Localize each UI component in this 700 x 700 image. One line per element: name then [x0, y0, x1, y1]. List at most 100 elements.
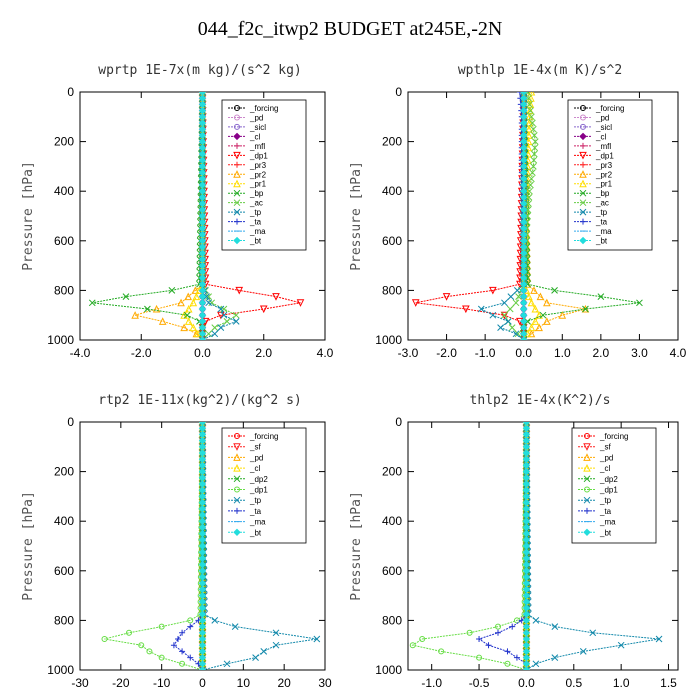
data-point — [530, 286, 538, 294]
chart-panel-3: rtp2 1E-11x(kg^2)/(kg^2 s) -30 -20 -10 0 10 20… — [21, 393, 332, 690]
y-tick-label: 200 — [54, 465, 74, 479]
data-point — [532, 660, 540, 668]
series-group — [101, 422, 321, 670]
x-tick-label: -1.0 — [475, 346, 496, 360]
data-point — [485, 642, 492, 649]
x-tick-label: 10 — [237, 676, 251, 690]
data-point — [513, 287, 521, 294]
x-tick-label: 0 — [199, 676, 206, 690]
data-point — [205, 330, 212, 338]
data-point — [187, 617, 194, 624]
legend-marker — [234, 161, 240, 168]
legend-marker — [583, 496, 591, 504]
legend-marker — [233, 528, 241, 537]
y-axis-label: Pressure [hPa] — [349, 161, 364, 271]
data-point — [526, 106, 534, 115]
data-point — [223, 318, 231, 325]
x-tick-label: -3.0 — [398, 346, 419, 360]
x-tick-label: -1.0 — [421, 676, 442, 690]
data-point — [199, 666, 206, 670]
legend-marker — [234, 105, 240, 111]
legend-marker — [579, 179, 587, 188]
legend-label: _cl — [599, 464, 610, 473]
legend-marker — [579, 199, 587, 207]
series-line-ac — [503, 92, 536, 340]
data-point — [497, 324, 504, 331]
x-tick-label: 1.0 — [613, 676, 630, 690]
data-point — [617, 641, 625, 649]
legend-label: _pr2 — [249, 170, 267, 179]
legend-label: _dp2 — [249, 475, 268, 484]
data-point — [514, 330, 522, 338]
series-line-bp — [92, 92, 203, 340]
data-point — [192, 292, 201, 301]
y-tick-label: 800 — [382, 613, 402, 627]
data-point — [520, 336, 528, 340]
data-point — [531, 317, 540, 325]
legend-label: _pd — [599, 453, 613, 462]
legend-label: _pr3 — [595, 161, 613, 170]
data-point — [88, 299, 96, 307]
data-point — [495, 629, 501, 636]
y-tick-label: 800 — [382, 283, 402, 297]
legend-marker — [233, 208, 241, 216]
data-point — [636, 299, 643, 307]
data-point — [313, 635, 321, 643]
data-point — [476, 636, 483, 642]
series-line-pr2 — [523, 92, 586, 340]
data-point — [525, 94, 532, 102]
data-point — [187, 623, 194, 630]
legend-marker — [580, 105, 586, 111]
chart-panel-1: wprtp 1E-7x(m kg)/(s^2 kg) -4.0 -2.0 0.0 2.0… — [21, 63, 334, 360]
legend-label: _pr2 — [595, 170, 613, 179]
legend-label: _cl — [249, 132, 260, 141]
data-point — [152, 304, 161, 313]
legend-marker — [580, 161, 586, 168]
data-point — [187, 654, 194, 661]
data-point — [523, 666, 530, 670]
data-point — [508, 324, 516, 331]
legend-marker — [579, 189, 587, 197]
data-point — [259, 305, 268, 314]
data-point — [530, 156, 538, 164]
data-point — [504, 648, 511, 655]
data-point — [530, 150, 538, 158]
data-point — [582, 305, 589, 313]
data-point — [558, 311, 567, 319]
legend-marker — [233, 453, 241, 461]
data-point — [158, 654, 165, 661]
legend-label: _dp1 — [595, 151, 614, 160]
data-point — [205, 293, 212, 300]
data-point — [198, 666, 207, 670]
data-point — [232, 311, 240, 319]
data-point — [524, 318, 531, 325]
data-point — [175, 636, 181, 642]
y-tick-label: 400 — [54, 514, 74, 528]
y-axis-label: Pressure [hPa] — [21, 161, 36, 271]
data-point — [529, 169, 536, 176]
y-tick-label: 800 — [54, 613, 74, 627]
x-tick-label: -10 — [153, 676, 171, 690]
data-point — [122, 293, 130, 300]
legend: _forcing _sf_pd _cl _dp2 _dp1_tp _ta _ma_bt — [571, 427, 657, 544]
data-point — [527, 92, 536, 96]
data-point — [419, 636, 426, 642]
data-point — [513, 654, 520, 661]
legend-marker — [579, 170, 587, 178]
data-point — [411, 299, 420, 307]
legend-marker — [583, 475, 591, 483]
legend-label: _dp1 — [249, 151, 268, 160]
data-point — [199, 92, 206, 96]
legend-marker — [579, 151, 587, 160]
data-point — [138, 642, 145, 649]
data-point — [477, 305, 485, 313]
legend-marker — [233, 475, 241, 483]
data-point — [527, 298, 536, 307]
legend: _forcing_pd_sicl_cl_mfl_dp1_pr3_pr2_pr1_… — [221, 99, 307, 251]
data-point — [515, 293, 522, 300]
data-point — [462, 305, 470, 314]
legend-label: _ac — [595, 199, 609, 208]
y-tick-label: 1000 — [375, 333, 402, 347]
series-line-ta — [477, 422, 527, 670]
legend-marker — [234, 433, 240, 439]
